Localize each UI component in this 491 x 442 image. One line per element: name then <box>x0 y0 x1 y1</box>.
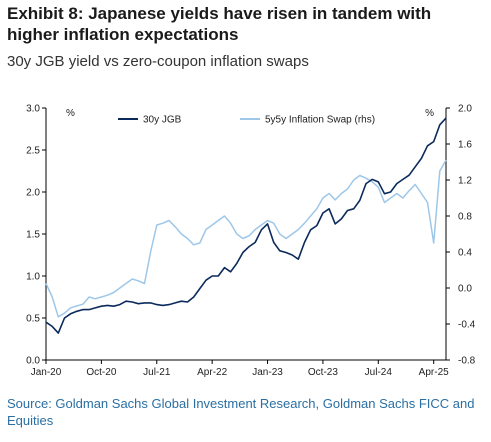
series-lines <box>45 117 447 334</box>
x-tick-label: Apr-25 <box>419 367 449 378</box>
right-tick-label: 1.6 <box>458 140 472 151</box>
right-tick-label: 0.8 <box>458 212 472 223</box>
legend: 30y JGB 5y5y Inflation Swap (rhs) <box>118 115 375 126</box>
chart-title: Exhibit 8: Japanese yields have risen in… <box>7 4 432 44</box>
legend-label-5y5y-inflation-swap: 5y5y Inflation Swap (rhs) <box>265 115 375 126</box>
left-tick-label: 1.0 <box>26 272 40 283</box>
x-tick-label: Jul-24 <box>365 367 393 378</box>
right-tick-label: -0.4 <box>458 320 476 331</box>
right-tick-label: 2.0 <box>458 104 472 115</box>
chart-subtitle: 30y JGB yield vs zero-coupon inflation s… <box>7 53 309 70</box>
axes: 0.0 0.5 1.0 1.5 2.0 2.5 3.0 -0.8 -0.4 0.0 0.4 0.8 1.… <box>26 104 476 379</box>
legend-label-30y-jgb: 30y JGB <box>143 115 182 126</box>
x-tick-label: Jan-23 <box>252 367 283 378</box>
chart-source-note: Source: Goldman Sachs Global Investment … <box>7 396 475 428</box>
right-axis-unit: % <box>425 108 434 119</box>
left-tick-label: 2.0 <box>26 188 40 199</box>
right-tick-label: 0.0 <box>458 284 472 295</box>
x-tick-label: Apr-22 <box>197 367 227 378</box>
right-tick-label: 1.2 <box>458 176 472 187</box>
left-tick-label: 3.0 <box>26 104 40 115</box>
x-tick-label: Jan-20 <box>31 367 62 378</box>
series-line-5y5y-inflation-swap <box>45 159 447 318</box>
x-tick-label: Jul-21 <box>143 367 171 378</box>
series-line-30y-jgb <box>45 117 447 334</box>
right-tick-label: -0.8 <box>458 356 476 367</box>
x-tick-label: Oct-23 <box>308 367 338 378</box>
right-tick-label: 0.4 <box>458 248 472 259</box>
left-tick-label: 0.5 <box>26 314 40 325</box>
left-axis-unit: % <box>66 108 75 119</box>
left-tick-label: 0.0 <box>26 356 40 367</box>
x-tick-label: Oct-20 <box>86 367 116 378</box>
left-tick-label: 2.5 <box>26 146 40 157</box>
left-tick-label: 1.5 <box>26 230 40 241</box>
